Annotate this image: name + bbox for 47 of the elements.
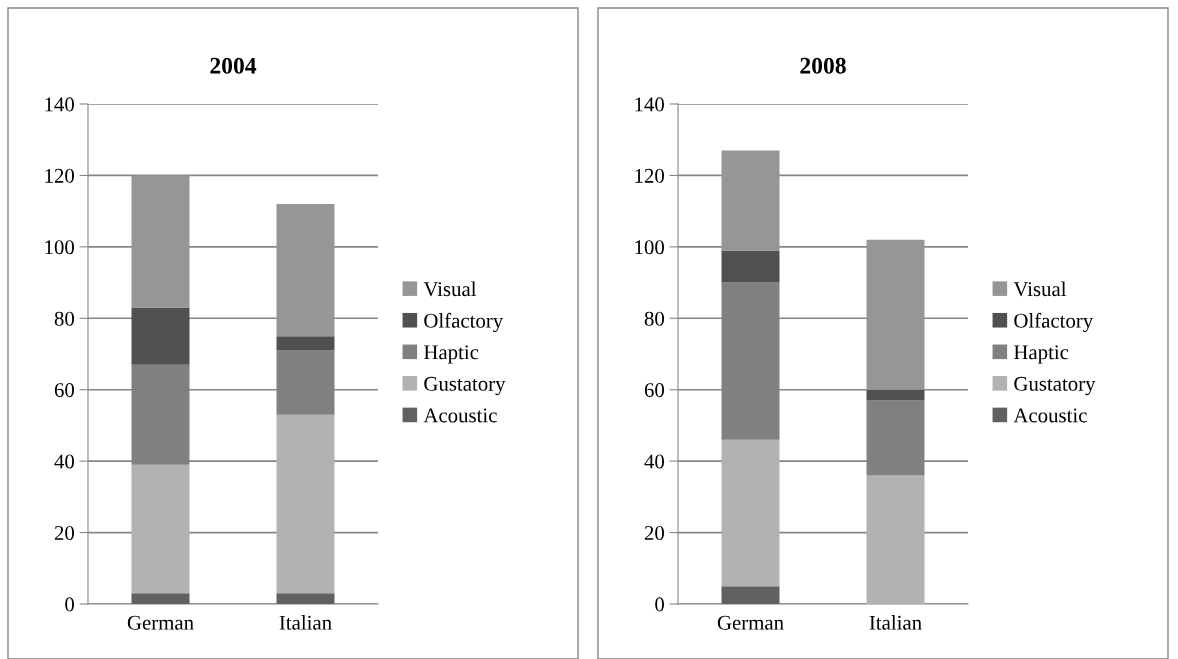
y-tick-label: 40	[644, 454, 665, 469]
bar	[866, 475, 925, 604]
y-tick-label: 140	[45, 97, 75, 112]
y-tick-label: 80	[54, 311, 75, 326]
y-tick-label: 20	[54, 525, 75, 540]
y-tick-label: 60	[54, 383, 75, 398]
legend-label: Haptic	[1013, 345, 1069, 364]
bar	[721, 439, 780, 587]
bar	[131, 307, 190, 365]
bar	[131, 593, 190, 604]
x-tick-label: Italian	[869, 615, 922, 630]
legend-label: Olfactory	[424, 312, 504, 333]
chart-title: 2004	[210, 57, 257, 74]
chart-title: 2008	[800, 57, 846, 74]
bar	[276, 414, 335, 594]
y-tick-label: 0	[65, 597, 75, 612]
y-tick-label: 20	[644, 525, 665, 540]
bar	[131, 464, 190, 594]
bar	[276, 593, 335, 604]
bar	[721, 150, 780, 251]
x-tick-label: Italian	[279, 615, 332, 630]
y-tick-label: 80	[644, 311, 665, 326]
y-tick-label: 0	[655, 597, 665, 612]
x-tick-label: German	[717, 615, 784, 630]
legend-label: Acoustic	[1013, 408, 1087, 423]
y-tick-label: 60	[644, 383, 665, 398]
legend-label: Olfactory	[1014, 312, 1094, 333]
bar	[721, 586, 780, 604]
legend-label: Haptic	[423, 345, 479, 364]
legend-label: Gustatory	[1014, 376, 1096, 396]
y-tick-label: 140	[635, 97, 665, 112]
bar	[276, 204, 335, 337]
bar	[721, 250, 780, 283]
legend-label: Visual	[423, 281, 477, 297]
legend-label: Gustatory	[424, 376, 506, 396]
bar	[276, 336, 335, 351]
y-tick-label: 100	[635, 240, 665, 255]
x-tick-label: German	[127, 615, 194, 630]
bar	[866, 239, 925, 390]
y-tick-label: 120	[45, 168, 75, 183]
bar	[866, 389, 925, 401]
y-tick-label: 120	[635, 168, 665, 183]
legend-label: Visual	[1013, 281, 1067, 297]
legend-label: Acoustic	[423, 408, 497, 423]
y-tick-label: 100	[45, 240, 75, 255]
bar	[131, 175, 190, 308]
y-tick-label: 40	[54, 454, 75, 469]
